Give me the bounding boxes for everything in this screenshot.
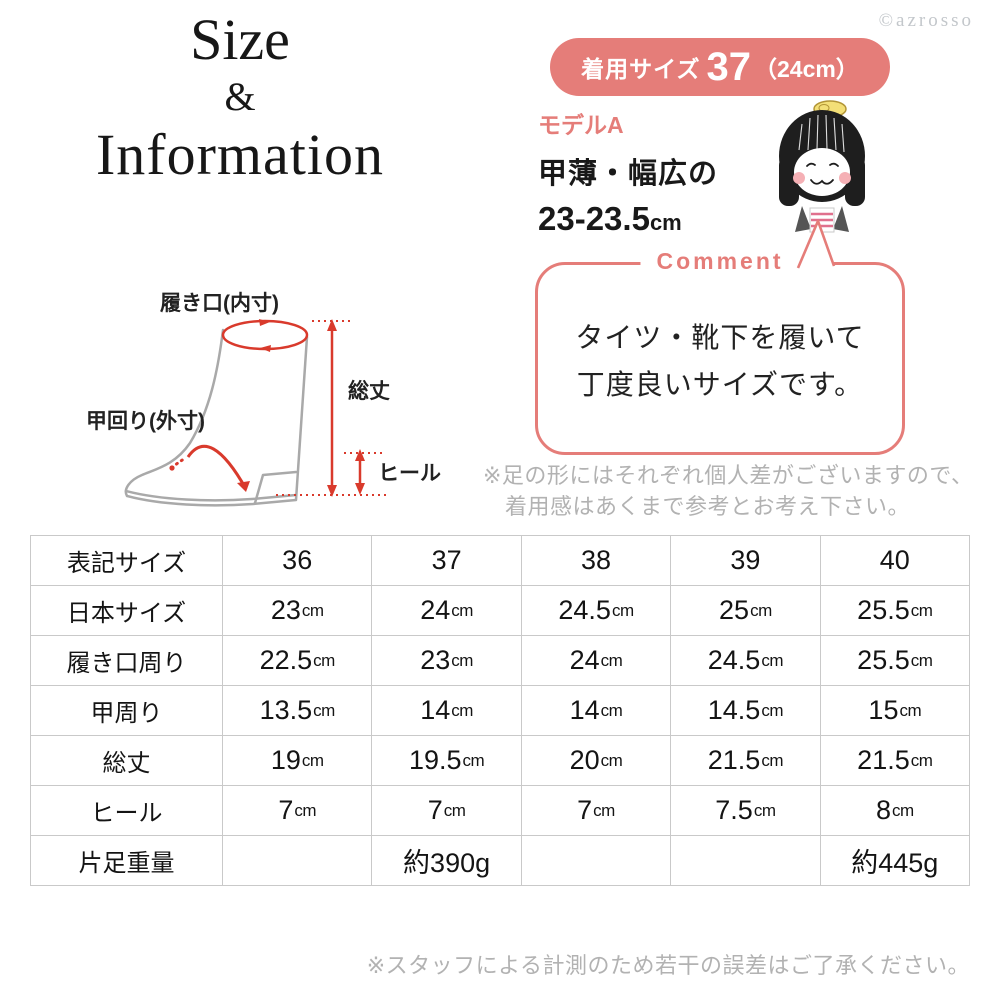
table-cell: 7 cm bbox=[223, 786, 373, 836]
table-row: 総丈 19 cm 19.5 cm 20 cm 21.5 cm 21.5 cm bbox=[31, 736, 970, 786]
table-cell: 20 cm bbox=[521, 736, 672, 786]
diagram-label-instep: 甲回り(外寸) bbox=[86, 410, 205, 433]
table-header-cell: 38 bbox=[521, 536, 672, 586]
comment-label: Comment bbox=[640, 248, 800, 275]
copyright-text: ©azrosso bbox=[878, 10, 974, 31]
comment-line2: 丁度良いサイズです。 bbox=[576, 368, 864, 400]
table-row-label: 片足重量 bbox=[31, 836, 223, 886]
table-header-cell: 39 bbox=[671, 536, 821, 586]
table-header-cell: 37 bbox=[372, 536, 522, 586]
table-cell: 19.5 cm bbox=[372, 736, 522, 786]
table-row-label: 総丈 bbox=[31, 736, 223, 786]
page-title: Size & Information bbox=[40, 8, 440, 188]
table-cell: 21.5 cm bbox=[820, 736, 970, 786]
table-cell: 24 cm bbox=[521, 636, 672, 686]
table-cell: 14.5 cm bbox=[671, 686, 821, 736]
model-name: モデルA bbox=[538, 112, 624, 138]
table-header-cell: 40 bbox=[820, 536, 970, 586]
diagram-label-heel: ヒール bbox=[378, 462, 441, 485]
title-ampersand: & bbox=[224, 73, 256, 119]
boot-measurement-diagram: 履き口(内寸) 甲回り(外寸) 総丈 ヒール bbox=[60, 285, 460, 530]
table-cell: 24 cm bbox=[372, 586, 522, 636]
table-cell bbox=[671, 836, 821, 886]
table-cell: 15 cm bbox=[820, 686, 970, 736]
fit-disclaimer-line2: 着用感はあくまで参考とお考え下さい。 bbox=[505, 494, 911, 520]
badge-prefix: 着用サイズ bbox=[581, 56, 701, 82]
table-row-label: 日本サイズ bbox=[31, 586, 223, 636]
model-foot-type: 甲薄・幅広の bbox=[538, 158, 719, 190]
table-row: 履き口周り 22.5 cm 23 cm 24 cm 24.5 cm 25.5 cm bbox=[31, 636, 970, 686]
table-cell: 約390g bbox=[372, 836, 522, 886]
table-cell: 7 cm bbox=[372, 786, 522, 836]
table-cell: 14 cm bbox=[521, 686, 672, 736]
table-header-cell: 36 bbox=[223, 536, 373, 586]
table-cell: 約445g bbox=[820, 836, 970, 886]
measurement-footnote: ※スタッフによる計測のため若干の誤差はご了承ください。 bbox=[366, 953, 970, 978]
girl-face-icon bbox=[779, 100, 865, 233]
table-cell: 25 cm bbox=[671, 586, 821, 636]
table-cell: 14 cm bbox=[372, 686, 522, 736]
boot-sketch-icon bbox=[124, 319, 390, 507]
fit-disclaimer-line1: ※足の形にはそれぞれ個人差がございますので、 bbox=[483, 463, 974, 488]
table-cell: 7.5 cm bbox=[671, 786, 821, 836]
table-cell: 13.5 cm bbox=[223, 686, 373, 736]
comment-text: タイツ・靴下を履いて 丁度良いサイズです。 bbox=[575, 315, 864, 407]
table-cell: 24.5 cm bbox=[671, 636, 821, 686]
table-cell: 25.5 cm bbox=[820, 636, 970, 686]
fit-disclaimer: ※足の形にはそれぞれ個人差がございますので、 着用感はあくまで参考とお考え下さい… bbox=[483, 460, 983, 522]
diagram-label-opening: 履き口(内寸) bbox=[160, 292, 279, 315]
diagram-label-total-height: 総丈 bbox=[348, 380, 390, 403]
table-cell: 7 cm bbox=[521, 786, 672, 836]
table-cell: 25.5 cm bbox=[820, 586, 970, 636]
table-cell: 23 cm bbox=[372, 636, 522, 686]
table-cell: 21.5 cm bbox=[671, 736, 821, 786]
table-row-label: 表記サイズ bbox=[31, 536, 223, 586]
table-cell: 19 cm bbox=[223, 736, 373, 786]
table-row: 日本サイズ 23 cm 24 cm 24.5 cm 25 cm 25.5 cm bbox=[31, 586, 970, 636]
model-size-unit: cm bbox=[649, 210, 682, 235]
table-row: 甲周り 13.5 cm 14 cm 14 cm 14.5 cm 15 cm bbox=[31, 686, 970, 736]
table-cell bbox=[521, 836, 672, 886]
table-cell: 24.5 cm bbox=[521, 586, 672, 636]
model-size-value: 23-23.5 bbox=[538, 200, 650, 237]
table-cell: 22.5 cm bbox=[223, 636, 373, 686]
table-cell: 23 cm bbox=[223, 586, 373, 636]
table-header-row: 表記サイズ 36 37 38 39 40 bbox=[31, 536, 970, 586]
badge-cm-paren: （24cm） bbox=[753, 56, 859, 82]
table-cell bbox=[223, 836, 373, 886]
table-cell: 8 cm bbox=[820, 786, 970, 836]
speech-bubble-pointer bbox=[792, 218, 862, 275]
title-size: Size bbox=[190, 7, 290, 72]
size-table: 表記サイズ 36 37 38 39 40 日本サイズ 23 cm 24 cm 24.5 cm 25 cm 25… bbox=[30, 535, 970, 886]
comment-line1: タイツ・靴下を履いて bbox=[575, 322, 865, 354]
table-row-label: 甲周り bbox=[31, 686, 223, 736]
badge-size-number: 37 bbox=[706, 44, 751, 89]
table-row: 片足重量 約390g 約445g bbox=[31, 836, 970, 886]
model-girl-illustration bbox=[766, 98, 880, 243]
model-info: モデルA 甲薄・幅広の 23-23.5cm bbox=[538, 106, 718, 238]
comment-bubble: Comment タイツ・靴下を履いて 丁度良いサイズです。 bbox=[535, 248, 905, 455]
table-row-label: 履き口周り bbox=[31, 636, 223, 686]
table-row: ヒール 7 cm 7 cm 7 cm 7.5 cm 8 cm bbox=[31, 786, 970, 836]
title-information: Information bbox=[95, 121, 385, 187]
model-size-range: 23-23.5cm bbox=[538, 200, 718, 238]
table-row-label: ヒール bbox=[31, 786, 223, 836]
wearing-size-badge: 着用サイズ 37 （24cm） bbox=[550, 38, 890, 96]
